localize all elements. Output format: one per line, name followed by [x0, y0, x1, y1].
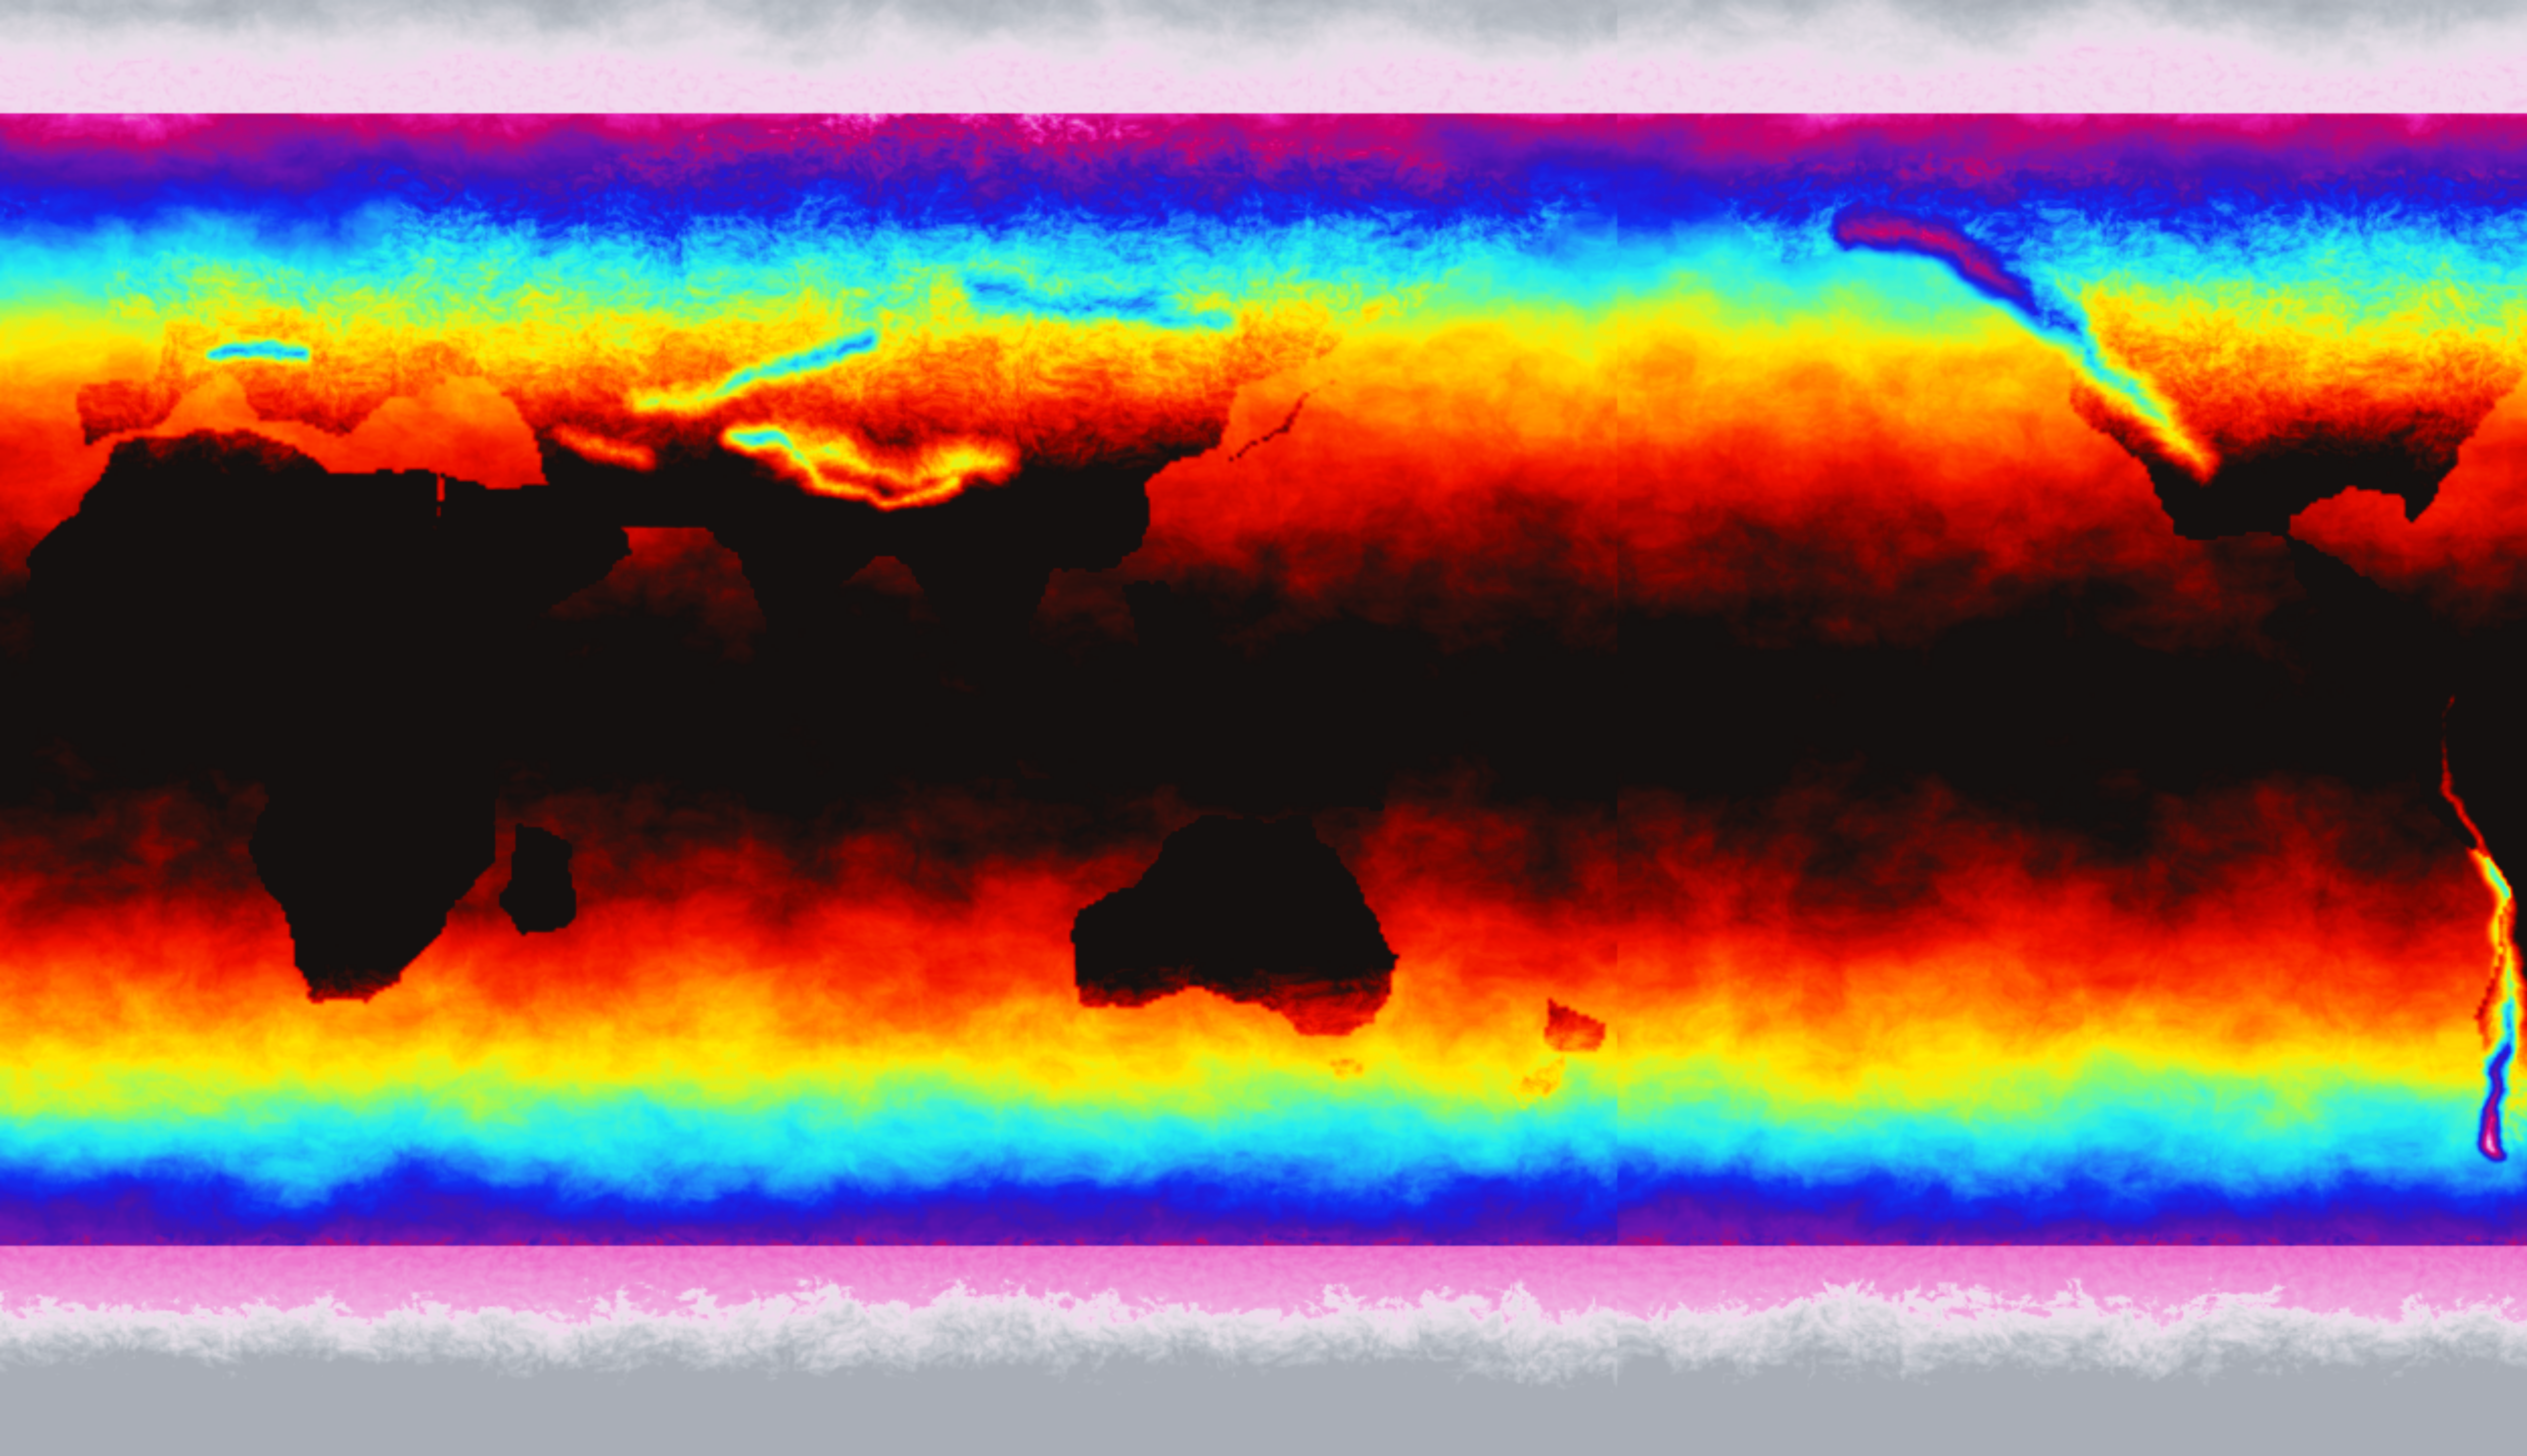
global-temperature-heatmap: [0, 0, 2527, 1456]
temperature-map-viewport[interactable]: [0, 0, 2527, 1456]
